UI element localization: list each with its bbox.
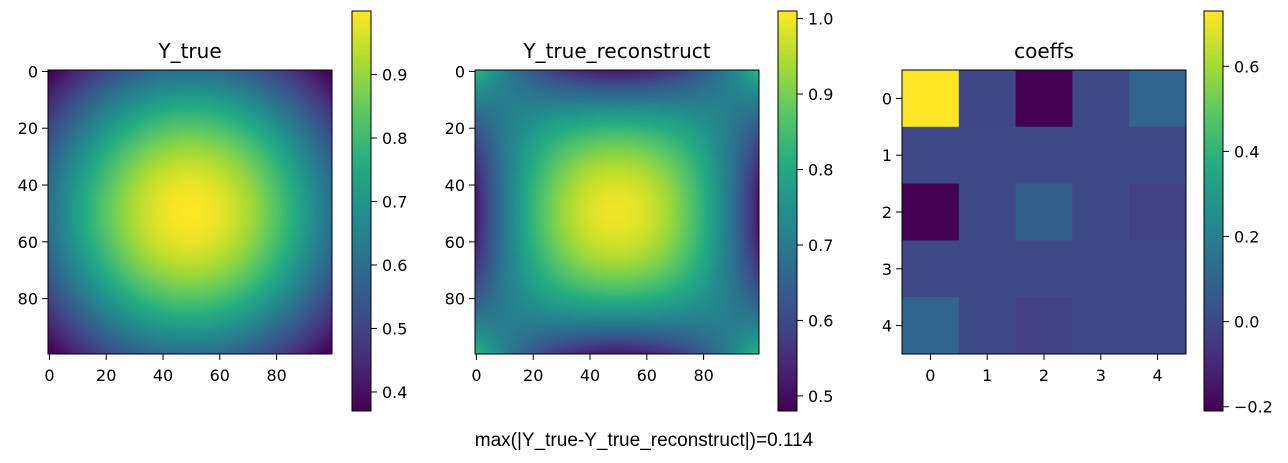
- title-y-true: Y_true: [157, 39, 221, 63]
- max-error-caption: max(|Y_true-Y_true_reconstruct|)=0.114: [474, 430, 814, 451]
- coeff-cell-0-2: [1015, 70, 1073, 128]
- x-tick-label: 60: [210, 366, 230, 385]
- colorbar-frame-y-true-reconstruct: [777, 10, 798, 412]
- axes-frame-y-true-reconstruct: [474, 69, 760, 355]
- x-tick-label: 20: [523, 366, 543, 385]
- x-tick-label: 80: [266, 366, 286, 385]
- x-tick-label: 3: [1096, 366, 1106, 385]
- x-tick-label: 40: [580, 366, 600, 385]
- y-tick-label: 0: [28, 62, 38, 81]
- heatmap-y-true: [48, 70, 332, 354]
- colorbar-tick-label: −0.2: [1234, 398, 1273, 417]
- colorbar-tick-label: 0.4: [1234, 142, 1259, 161]
- colorbar-tick-label: 0.2: [1234, 228, 1259, 247]
- y-tick-label: 20: [445, 119, 465, 138]
- coeff-cell-4-1: [958, 297, 1017, 355]
- panel-coeffs: coeffs 0 1 2 3 4 0 1 2 3 4 −0.2 0.0 0.2 0.4 0.6: [882, 10, 1273, 417]
- coeff-cell-0-4: [1129, 70, 1187, 128]
- colorbar-tick-label: 0.8: [382, 129, 407, 148]
- colorbar-frame-coeffs: [1203, 10, 1224, 412]
- coeff-cell-4-3: [1072, 297, 1130, 355]
- colorbar-tick-label: 0.9: [382, 65, 407, 84]
- y-tick-label: 1: [882, 146, 892, 165]
- title-coeffs: coeffs: [1014, 39, 1074, 63]
- coeff-cell-3-3: [1072, 240, 1130, 298]
- coeff-cell-2-1: [958, 183, 1017, 241]
- coeff-cell-4-0: [902, 297, 960, 355]
- x-tick-label: 80: [693, 366, 713, 385]
- y-tick-label: 0: [455, 62, 465, 81]
- colorbar-coeffs: [1204, 11, 1223, 411]
- y-tick-label: 60: [445, 233, 465, 252]
- y-tick-label: 60: [18, 233, 38, 252]
- x-tick-label: 2: [1039, 366, 1049, 385]
- x-tick-label: 40: [153, 366, 173, 385]
- coeff-cell-3-2: [1015, 240, 1073, 298]
- colorbar-y-true-reconstruct: [778, 11, 797, 411]
- y-tick-label: 40: [18, 176, 38, 195]
- colorbar-tick-label: 1.0: [808, 10, 833, 29]
- y-tick-label: 80: [18, 290, 38, 309]
- y-tick-label: 3: [882, 260, 892, 279]
- coeff-cell-0-0: [902, 70, 960, 128]
- x-tick-label: 60: [637, 366, 657, 385]
- coeff-cell-1-0: [902, 126, 960, 185]
- title-y-true-reconstruct: Y_true_reconstruct: [522, 39, 710, 63]
- colorbar-tick-label: 0.9: [808, 85, 833, 104]
- colorbar-tick-label: 0.5: [382, 319, 407, 338]
- coeff-cell-1-4: [1129, 126, 1187, 185]
- colorbar-tick-label: 0.6: [808, 311, 833, 330]
- axes-frame-y-true: [47, 69, 333, 355]
- colorbar-tick-label: 0.6: [382, 256, 407, 275]
- colorbar-tick-label: 0.5: [808, 387, 833, 406]
- x-tick-label: 0: [925, 366, 935, 385]
- colorbar-tick-label: 0.7: [808, 236, 833, 255]
- coeff-cell-3-4: [1129, 240, 1187, 298]
- coeff-cell-3-0: [902, 240, 960, 298]
- coeff-cell-0-3: [1072, 70, 1130, 128]
- x-tick-label: 0: [471, 366, 481, 385]
- x-tick-label: 1: [982, 366, 992, 385]
- coeff-cell-1-3: [1072, 126, 1130, 185]
- coeff-cell-2-0: [902, 183, 960, 241]
- panel-y-true-reconstruct: Y_true_reconstruct 0 20 40 60 80 0 20 40 60 80 0.…: [445, 10, 833, 412]
- colorbar-y-true: [352, 11, 371, 411]
- x-tick-label: 4: [1153, 366, 1163, 385]
- panel-y-true: Y_true 0 20 40 60 80 0 20 40 60 80 0.4 0.5 0.6 0.7 0.…: [18, 10, 407, 412]
- colorbar-frame-y-true: [351, 10, 372, 412]
- coeff-cell-1-2: [1015, 126, 1073, 185]
- y-tick-label: 4: [882, 317, 892, 336]
- colorbar-tick-label: 0.6: [1234, 57, 1259, 76]
- coeff-cell-4-4: [1129, 297, 1187, 355]
- coeff-cell-2-2: [1015, 183, 1073, 241]
- coeff-cell-3-1: [958, 240, 1017, 298]
- x-tick-label: 0: [44, 366, 54, 385]
- coeff-cell-0-1: [958, 70, 1017, 128]
- coeff-cell-2-3: [1072, 183, 1130, 241]
- colorbar-tick-label: 0.4: [382, 383, 407, 402]
- colorbar-tick-label: 0.0: [1234, 313, 1259, 332]
- y-tick-label: 0: [882, 89, 892, 108]
- y-tick-label: 40: [445, 176, 465, 195]
- x-tick-label: 20: [96, 366, 116, 385]
- colorbar-tick-label: 0.8: [808, 160, 833, 179]
- colorbar-tick-label: 0.7: [382, 192, 407, 211]
- coeff-cell-4-2: [1015, 297, 1073, 355]
- heatmap-y-true-reconstruct: [475, 70, 759, 354]
- y-tick-label: 80: [445, 290, 465, 309]
- y-tick-label: 2: [882, 203, 892, 222]
- y-tick-label: 20: [18, 119, 38, 138]
- coeff-cell-2-4: [1129, 183, 1187, 241]
- coeff-cell-1-1: [958, 126, 1017, 185]
